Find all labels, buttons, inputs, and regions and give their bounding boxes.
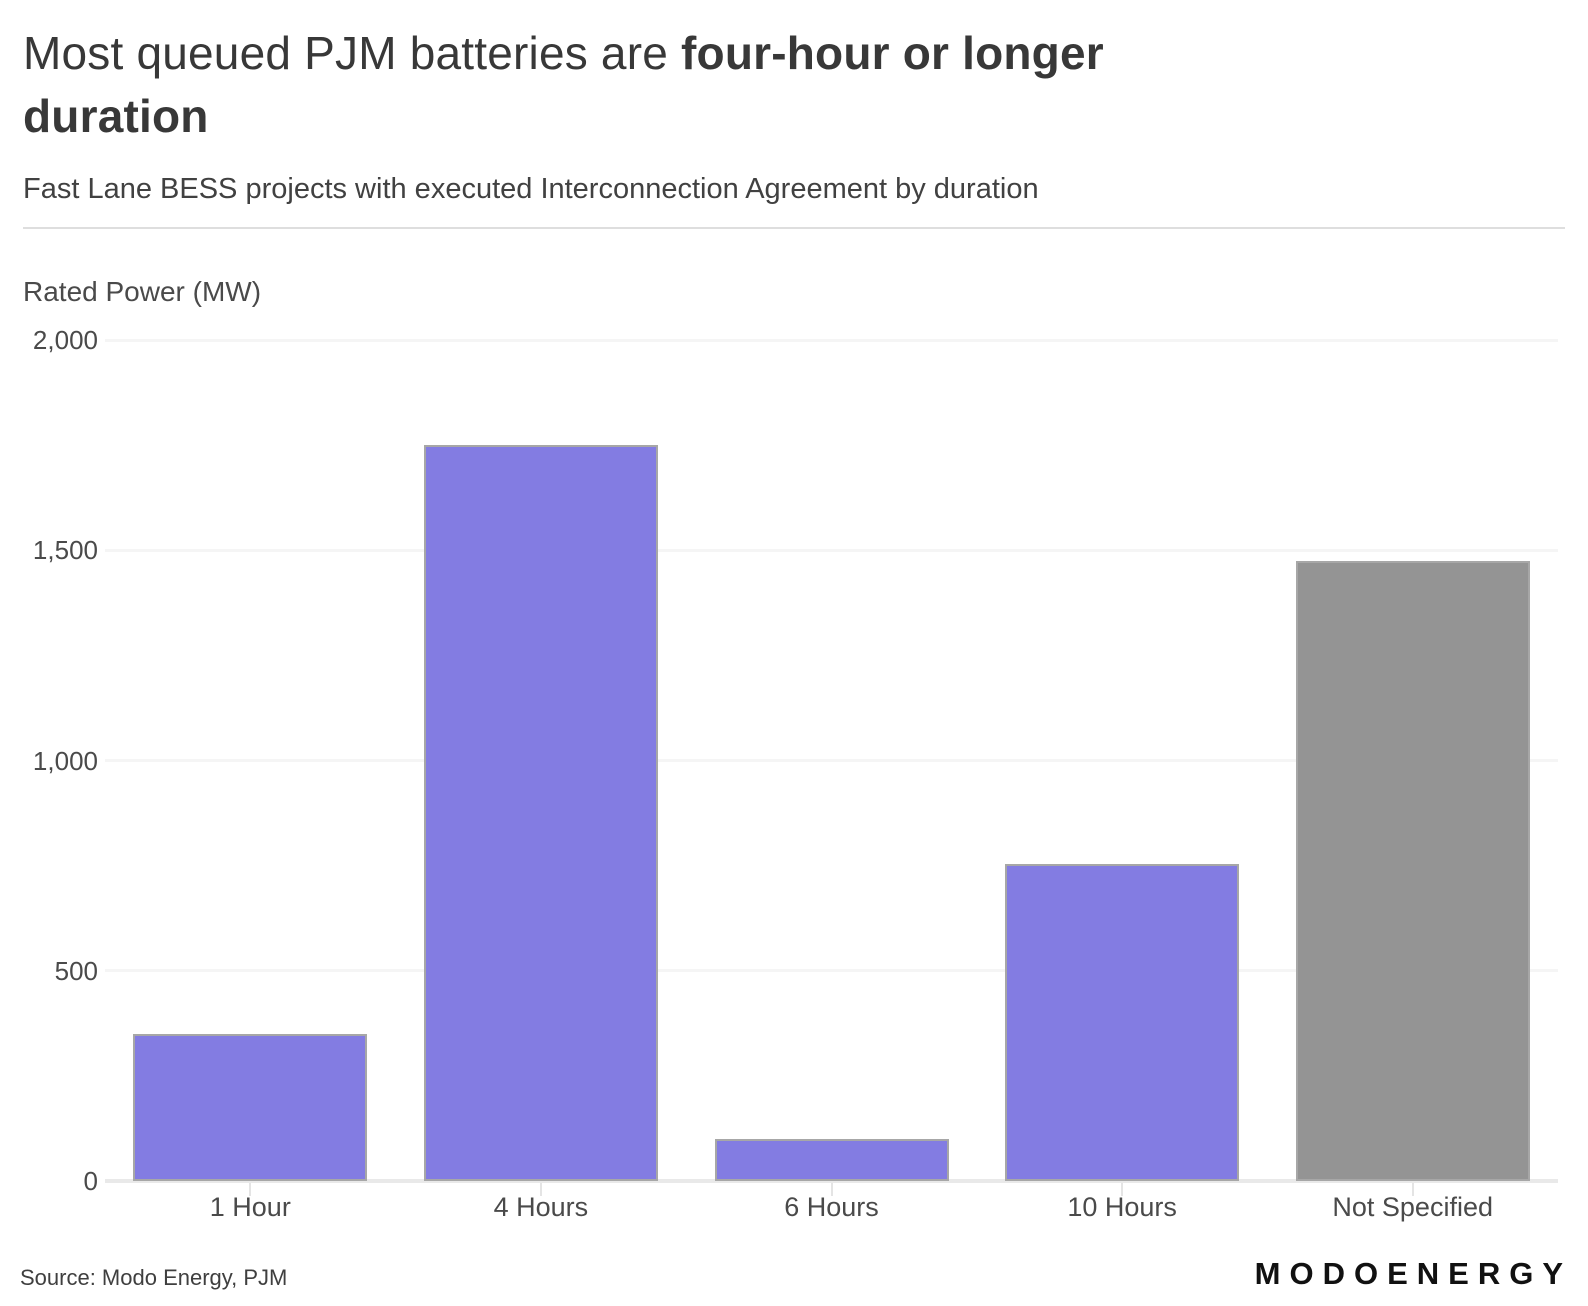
x-tick-6-hours [830, 1183, 833, 1196]
x-tick-4-hours [539, 1183, 542, 1196]
chart-subtitle: Fast Lane BESS projects with executed In… [23, 173, 1039, 205]
y-tick-label-0: 0 [83, 1166, 98, 1196]
y-tick-label-1000: 1,000 [32, 745, 98, 776]
y-tick-label-500: 500 [54, 955, 98, 986]
x-tick-1-hour [249, 1183, 252, 1196]
y-tick-label-1500: 1,500 [32, 535, 98, 566]
title-bold-line2: duration [23, 90, 209, 142]
x-tick-label-not-specified: Not Specified [1332, 1192, 1493, 1222]
gridline-2000 [105, 338, 1558, 342]
bar-4-hours [423, 445, 658, 1181]
x-axis-line [105, 1179, 1558, 1183]
header-divider [23, 227, 1565, 229]
source-note: Source: Modo Energy, PJM [20, 1265, 288, 1290]
bar-6-hours [714, 1138, 949, 1181]
bar-not-specified [1295, 560, 1530, 1181]
gridline-500 [105, 969, 1558, 973]
gridline-1500 [105, 548, 1558, 552]
gridline-1000 [105, 759, 1558, 762]
y-tick-label-2000: 2,000 [32, 325, 98, 355]
title-regular-text: Most queued PJM batteries are [23, 27, 681, 79]
x-tick-label-4-hours: 4 Hours [493, 1192, 589, 1222]
y-axis-title: Rated Power (MW) [23, 276, 262, 307]
x-tick-10-hours [1121, 1183, 1124, 1196]
bar-1-hour [133, 1033, 368, 1181]
modoenergy-logo: MODOENERGY [1254, 1256, 1572, 1291]
title-bold-text: four-hour or longer [681, 27, 1104, 79]
x-tick-label-1-hour: 1 Hour [209, 1192, 291, 1222]
bar-10-hours [1005, 863, 1240, 1181]
chart-header: Most queued PJM batteries are four-hour … [0, 0, 1588, 229]
x-tick-label-10-hours: 10 Hours [1067, 1192, 1177, 1222]
x-tick-label-6-hours: 6 Hours [784, 1192, 879, 1222]
x-tick-not-specified [1411, 1183, 1414, 1196]
page-title: Most queued PJM batteries are four-hour … [23, 22, 1565, 148]
